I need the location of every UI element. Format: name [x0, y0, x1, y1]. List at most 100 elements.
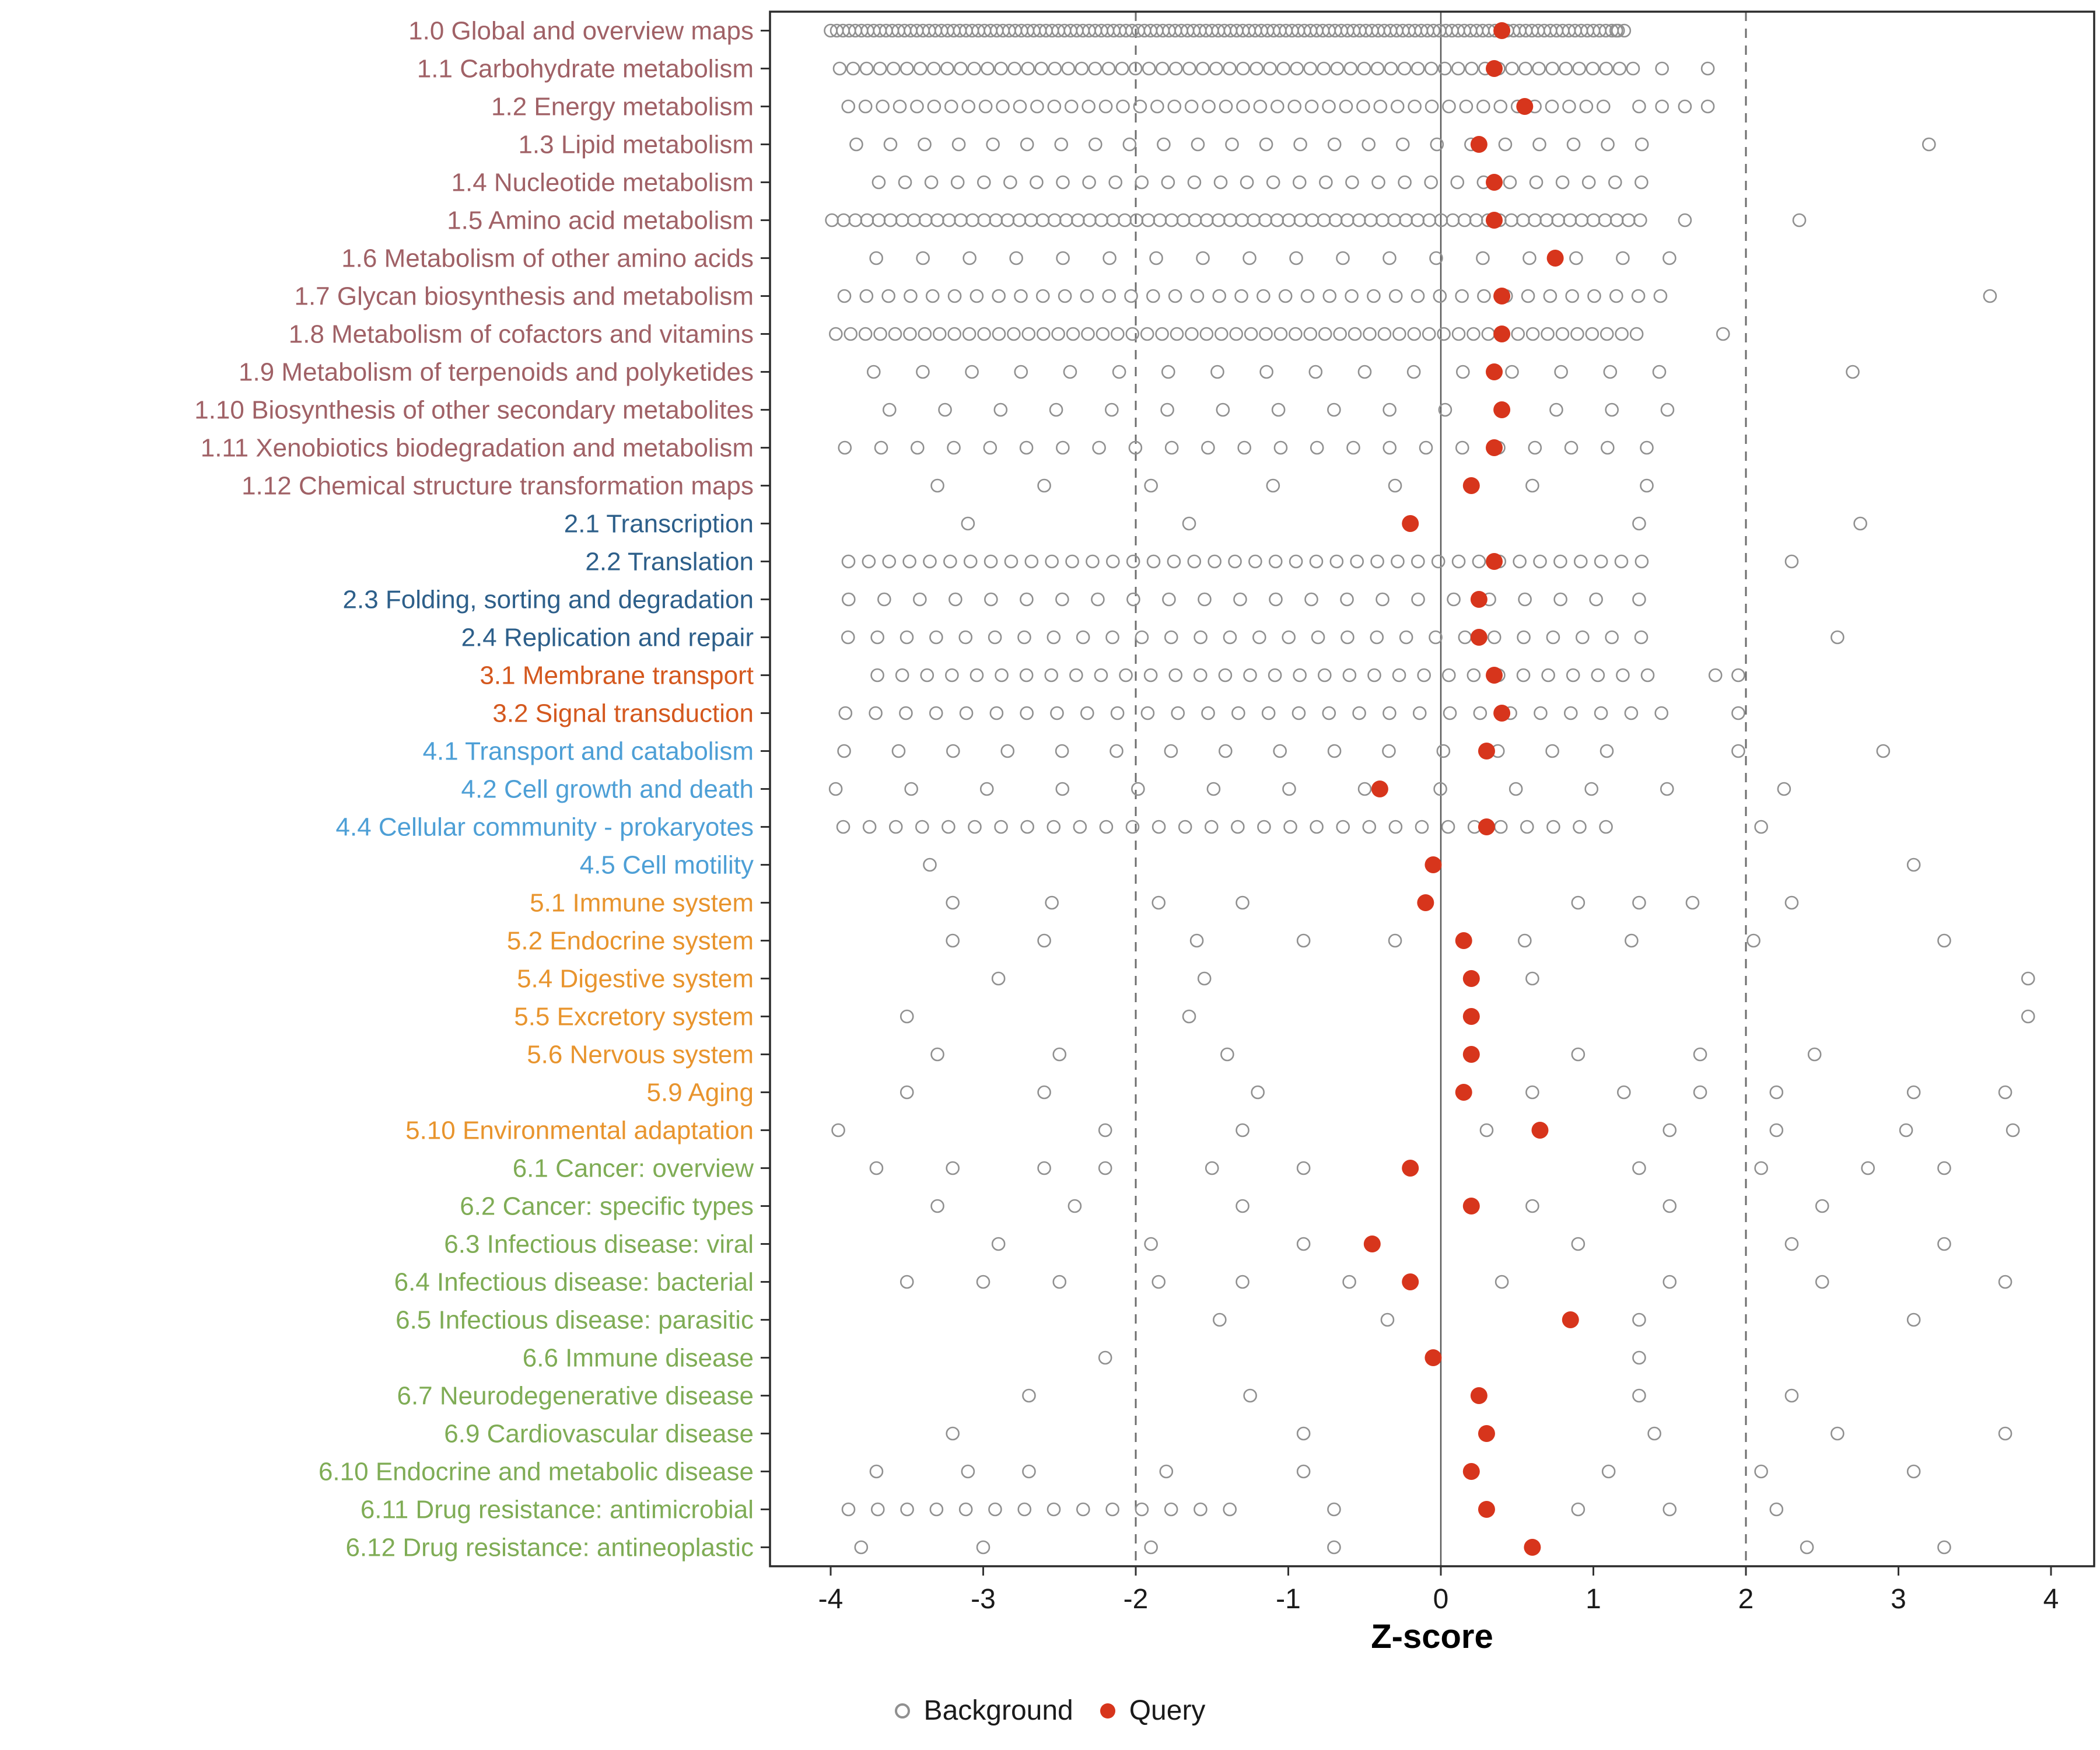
background-point: [1327, 1540, 1341, 1555]
category-label: 5.2 Endocrine system: [507, 927, 754, 956]
background-point: [1228, 554, 1242, 569]
background-point: [1498, 137, 1513, 152]
background-point: [1983, 289, 1997, 303]
background-point: [1055, 592, 1069, 607]
background-point: [1660, 402, 1675, 417]
background-point: [1199, 327, 1214, 341]
category-label: 4.4 Cellular community - prokaryotes: [336, 813, 754, 842]
background-point: [1342, 668, 1357, 682]
background-point: [1088, 137, 1102, 152]
category-label: 4.2 Cell growth and death: [461, 775, 754, 804]
background-point: [923, 554, 937, 569]
background-point: [1076, 1502, 1090, 1517]
background-point: [1634, 554, 1649, 569]
background-point: [825, 213, 839, 228]
background-point: [1213, 1312, 1227, 1327]
background-point: [1068, 1199, 1082, 1213]
background-point: [1382, 744, 1396, 758]
background-point: [1263, 61, 1277, 76]
background-point: [1289, 554, 1303, 569]
background-point: [977, 213, 992, 228]
background-point: [1223, 213, 1237, 228]
background-point: [1082, 175, 1096, 190]
background-point: [1784, 1388, 1799, 1403]
background-point: [1532, 61, 1546, 76]
category-label: 6.6 Immune disease: [523, 1344, 754, 1373]
background-point: [1223, 630, 1237, 645]
background-point: [946, 1426, 960, 1441]
background-point: [1601, 137, 1615, 152]
query-point: [1402, 1160, 1419, 1177]
background-point: [1424, 175, 1438, 190]
background-point: [1640, 440, 1654, 455]
background-point: [1056, 251, 1070, 265]
background-point: [1030, 99, 1044, 114]
category-label: 5.6 Nervous system: [527, 1041, 754, 1069]
background-point: [991, 1237, 1006, 1251]
background-point: [970, 289, 984, 303]
legend-item-query: Query: [1100, 1695, 1205, 1727]
background-point: [1529, 175, 1544, 190]
background-point: [1199, 213, 1214, 228]
background-point: [1080, 706, 1094, 720]
background-point: [898, 175, 912, 190]
background-point: [1525, 1199, 1539, 1213]
background-point: [1367, 668, 1381, 682]
background-point: [900, 61, 914, 76]
background-point: [1708, 668, 1723, 682]
background-point: [1282, 213, 1296, 228]
background-point: [1086, 554, 1100, 569]
background-point: [836, 213, 851, 228]
background-point: [1654, 706, 1669, 720]
background-point: [1270, 213, 1284, 228]
query-point: [1402, 1273, 1419, 1290]
background-point: [1430, 137, 1444, 152]
background-point: [1571, 1237, 1586, 1251]
background-point: [923, 858, 937, 872]
background-point: [888, 327, 902, 341]
background-point: [1589, 592, 1603, 607]
background-point: [1278, 289, 1293, 303]
background-point: [1662, 1199, 1677, 1213]
background-point: [1290, 61, 1304, 76]
query-point: [1478, 1501, 1495, 1518]
background-point: [888, 820, 903, 834]
background-point: [1201, 440, 1215, 455]
background-point: [1296, 1237, 1311, 1251]
category-label: 6.11 Drug resistance: antimicrobial: [360, 1496, 754, 1524]
background-point: [1037, 933, 1051, 948]
background-point: [977, 327, 991, 341]
background-point: [1585, 327, 1600, 341]
background-point: [981, 61, 995, 76]
background-point: [1213, 175, 1228, 190]
background-point: [1573, 820, 1587, 834]
background-point: [1525, 1085, 1539, 1100]
background-point: [1327, 137, 1342, 152]
background-point: [946, 1161, 960, 1175]
background-point: [1182, 516, 1196, 531]
background-point: [1906, 858, 1921, 872]
background-point: [924, 175, 939, 190]
background-point: [1094, 213, 1108, 228]
query-point: [1486, 212, 1503, 229]
background-point: [1632, 895, 1646, 910]
background-point: [873, 327, 887, 341]
background-point: [1051, 327, 1065, 341]
background-point: [961, 1464, 975, 1479]
background-point: [870, 668, 884, 682]
query-point: [1424, 856, 1442, 873]
background-point: [1518, 592, 1532, 607]
background-point: [1362, 137, 1376, 152]
background-point: [1064, 99, 1079, 114]
background-point: [1152, 895, 1166, 910]
background-point: [1146, 554, 1161, 569]
query-point: [1486, 60, 1503, 77]
background-point: [1044, 668, 1059, 682]
background-point: [1037, 1085, 1051, 1100]
background-point: [1570, 327, 1584, 341]
background-point: [1609, 213, 1624, 228]
background-point: [1126, 554, 1140, 569]
background-point: [1035, 213, 1050, 228]
category-label: 1.12 Chemical structure transformation m…: [242, 472, 754, 501]
background-point: [1196, 251, 1210, 265]
